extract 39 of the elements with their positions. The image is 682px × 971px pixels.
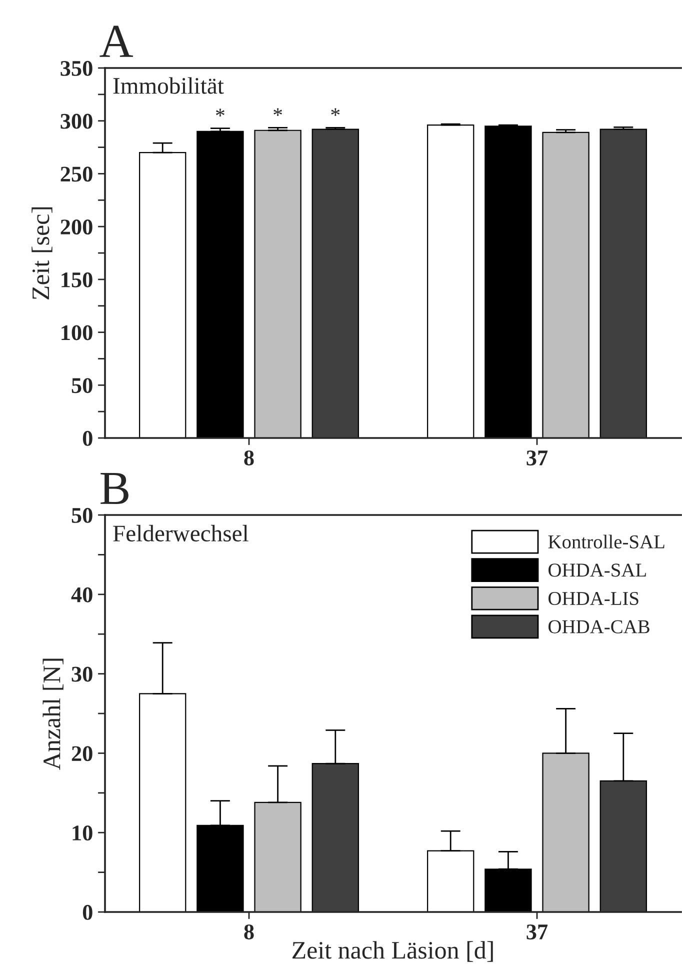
y-tick-label: 0	[82, 904, 92, 920]
y-axis-title: Zeit [sec]	[32, 207, 52, 300]
data-label: *	[216, 108, 224, 116]
annotation: Felderwechsel	[113, 524, 248, 542]
y-tick-label: 250	[60, 166, 92, 182]
annotation: Immobilität	[113, 77, 224, 94]
bar	[542, 132, 590, 438]
y-tick-label: 50	[72, 378, 92, 394]
y-tick-label: 10	[72, 826, 92, 841]
data-label: *	[331, 108, 340, 116]
legend-label: Kontrolle-SAL	[548, 534, 664, 548]
legend-label: OHDA-CAB	[548, 620, 650, 634]
y-tick-label: 40	[71, 587, 92, 602]
chart-title: B	[100, 472, 128, 504]
data-label: *	[274, 108, 282, 116]
bar	[254, 130, 302, 438]
x-tick-label: 8	[244, 450, 254, 466]
bar	[427, 124, 474, 438]
bar	[196, 130, 244, 438]
y-tick-label: 350	[60, 60, 92, 76]
y-tick-label: 50	[72, 508, 92, 523]
legend-label: OHDA-LIS	[548, 592, 638, 606]
y-tick-label: 150	[62, 272, 92, 288]
x-tick-label: 37	[526, 450, 548, 466]
y-axis-title: Anzahl [N]	[42, 658, 64, 770]
bar	[312, 128, 359, 438]
legend-label: OHDA-SAL	[548, 564, 646, 577]
y-tick-label: 100	[62, 325, 92, 340]
y-tick-label: 300	[60, 114, 92, 129]
x-tick-label: 8	[244, 924, 254, 940]
y-tick-label: 30	[72, 666, 92, 682]
y-tick-label: 20	[72, 746, 92, 762]
x-tick-label: 37	[526, 924, 548, 940]
chart-title: A	[100, 26, 133, 57]
y-tick-label: 0	[82, 430, 92, 446]
x-axis-title: Zeit nach Läsion [d]	[292, 941, 493, 962]
bar	[600, 128, 647, 438]
bar	[484, 126, 532, 438]
y-tick-label: 200	[60, 220, 92, 234]
